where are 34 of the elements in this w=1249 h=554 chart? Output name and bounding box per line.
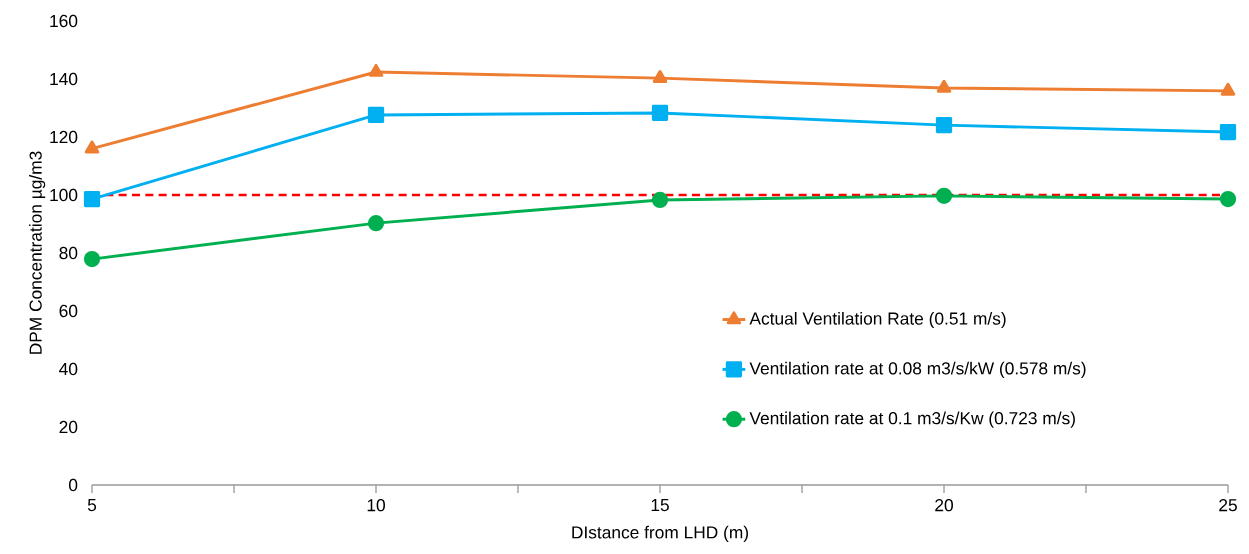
x-axis-title: DIstance from LHD (m) bbox=[572, 525, 748, 542]
point bbox=[1219, 123, 1237, 141]
x-tick-label: 20 bbox=[935, 499, 953, 512]
y-tick-label: 100 bbox=[50, 188, 78, 202]
point bbox=[652, 69, 668, 83]
point bbox=[367, 214, 385, 232]
y-axis-title: DPM Concentration µg/m3 bbox=[29, 151, 46, 354]
legend-label: Ventilation rate at 0.08 m3/s/kW (0.578 m/s) bbox=[749, 361, 1086, 378]
point bbox=[83, 250, 101, 268]
point bbox=[1220, 82, 1236, 96]
y-tick-label: 160 bbox=[50, 14, 78, 28]
point bbox=[935, 187, 953, 205]
point bbox=[1219, 190, 1237, 208]
point bbox=[83, 190, 101, 208]
y-tick-label: 60 bbox=[59, 304, 78, 318]
y-tick-label: 120 bbox=[50, 130, 78, 144]
x-tick-label: 10 bbox=[367, 499, 385, 512]
y-tick-label: 20 bbox=[59, 420, 78, 434]
x-tick-label: 15 bbox=[651, 499, 669, 512]
legend-label: Ventilation rate at 0.1 m3/s/Kw (0.723 m/s) bbox=[749, 411, 1075, 428]
x-tick-label: 25 bbox=[1219, 499, 1237, 512]
point bbox=[84, 140, 100, 154]
legend-label: Actual Ventilation Rate (0.51 m/s) bbox=[749, 311, 1006, 329]
y-tick-label: 0 bbox=[68, 478, 78, 492]
y-tick-label: 40 bbox=[59, 362, 78, 376]
point bbox=[935, 116, 953, 134]
x-tick-label: 5 bbox=[87, 499, 97, 512]
point bbox=[367, 106, 385, 124]
y-tick-label: 80 bbox=[59, 246, 78, 260]
point bbox=[936, 79, 952, 93]
point bbox=[368, 63, 384, 77]
y-tick-label: 140 bbox=[50, 72, 78, 86]
point bbox=[651, 191, 669, 209]
point bbox=[651, 104, 669, 122]
